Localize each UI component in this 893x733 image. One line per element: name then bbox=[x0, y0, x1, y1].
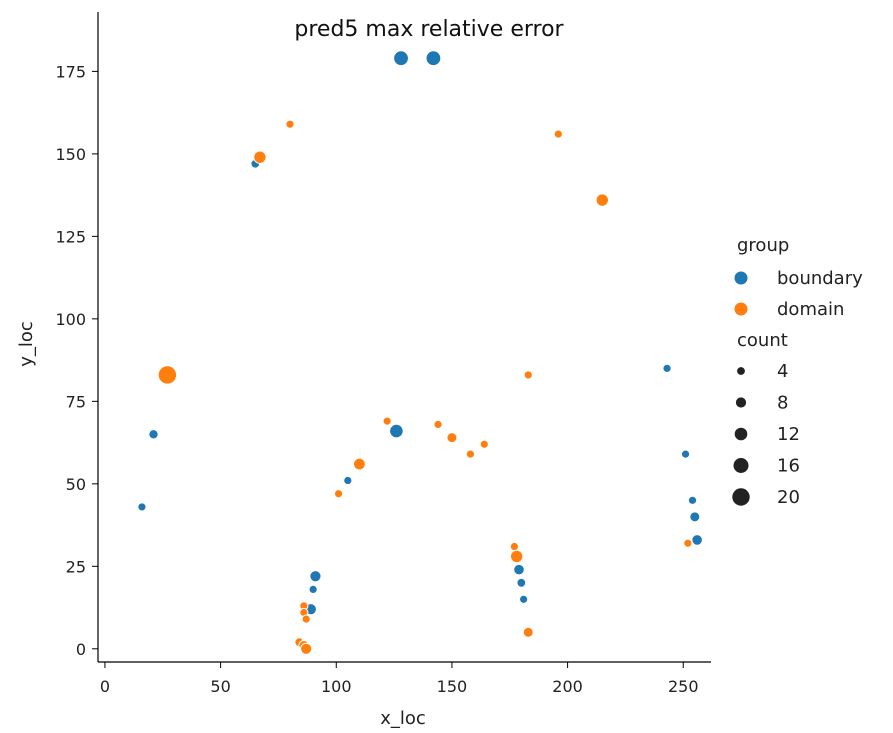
legend: group boundary domain count 4 8 12 16 20 bbox=[731, 235, 863, 508]
domain-point bbox=[333, 489, 344, 499]
x-tick-label: 50 bbox=[210, 677, 230, 696]
boundary-point bbox=[691, 534, 703, 546]
domain-point bbox=[285, 119, 295, 129]
domain-point bbox=[683, 538, 693, 548]
x-axis-title: x_loc bbox=[380, 708, 426, 729]
legend-size-marker bbox=[731, 487, 751, 507]
legend-size-label: 20 bbox=[777, 487, 800, 508]
boundary-point bbox=[393, 50, 409, 67]
x-tick-label: 100 bbox=[321, 677, 352, 696]
domain-point bbox=[433, 419, 443, 430]
domain-point bbox=[509, 541, 519, 552]
boundary-point bbox=[689, 511, 701, 523]
legend-label-domain: domain bbox=[777, 299, 844, 320]
legend-count-title: count bbox=[737, 330, 788, 351]
legend-size-label: 16 bbox=[777, 456, 800, 477]
y-tick-label: 0 bbox=[76, 640, 86, 659]
domain-point bbox=[553, 129, 563, 139]
series-boundary bbox=[137, 50, 703, 616]
domain-point bbox=[522, 626, 534, 638]
legend-size-marker bbox=[732, 457, 750, 474]
y-tick-label: 50 bbox=[66, 475, 86, 494]
y-tick-label: 125 bbox=[55, 227, 86, 246]
domain-point bbox=[465, 449, 476, 459]
boundary-point bbox=[343, 475, 353, 486]
boundary-point bbox=[516, 577, 527, 588]
y-tick-label: 175 bbox=[55, 62, 86, 81]
boundary-point bbox=[309, 570, 322, 583]
domain-point bbox=[382, 416, 392, 426]
legend-size-marker bbox=[736, 366, 746, 376]
legend-marker-boundary bbox=[734, 271, 748, 285]
y-axis-title: y_loc bbox=[16, 321, 37, 367]
domain-point bbox=[509, 549, 524, 564]
x-tick-label: 200 bbox=[552, 677, 583, 696]
boundary-point bbox=[519, 594, 529, 604]
axes: 0 50 100 150 200 250 0 25 50 75 100 125 150 175 bbox=[55, 12, 711, 696]
x-tick-label: 250 bbox=[668, 677, 699, 696]
domain-point bbox=[301, 614, 311, 624]
series-domain bbox=[157, 119, 693, 655]
boundary-point bbox=[687, 495, 698, 505]
legend-size-label: 4 bbox=[777, 361, 788, 382]
boundary-point bbox=[148, 429, 159, 440]
x-tick-label: 150 bbox=[437, 677, 468, 696]
boundary-point bbox=[137, 502, 147, 512]
y-tick-label: 100 bbox=[55, 310, 86, 329]
boundary-point bbox=[680, 449, 691, 459]
boundary-point bbox=[425, 50, 442, 67]
x-tick-label: 0 bbox=[100, 677, 110, 696]
legend-size-label: 8 bbox=[777, 393, 788, 414]
boundary-point bbox=[662, 363, 672, 373]
boundary-point bbox=[308, 584, 318, 595]
legend-label-boundary: boundary bbox=[777, 268, 863, 289]
domain-point bbox=[352, 457, 366, 471]
legend-size-label: 12 bbox=[777, 424, 800, 445]
domain-point bbox=[479, 439, 489, 449]
legend-marker-domain bbox=[734, 302, 748, 316]
y-tick-label: 150 bbox=[55, 145, 86, 164]
data-points bbox=[137, 50, 703, 655]
domain-point bbox=[446, 432, 458, 444]
domain-point bbox=[595, 193, 609, 207]
y-tick-label: 25 bbox=[66, 557, 86, 576]
boundary-point bbox=[389, 423, 404, 439]
domain-point bbox=[157, 365, 178, 385]
legend-size-marker bbox=[733, 426, 749, 442]
legend-size-marker bbox=[734, 396, 748, 409]
y-tick-label: 75 bbox=[66, 392, 86, 411]
chart-title: pred5 max relative error bbox=[294, 17, 564, 42]
domain-point bbox=[300, 642, 313, 655]
boundary-point bbox=[513, 563, 525, 576]
domain-point bbox=[253, 150, 267, 164]
domain-point bbox=[523, 370, 533, 380]
legend-group-title: group bbox=[737, 235, 789, 256]
